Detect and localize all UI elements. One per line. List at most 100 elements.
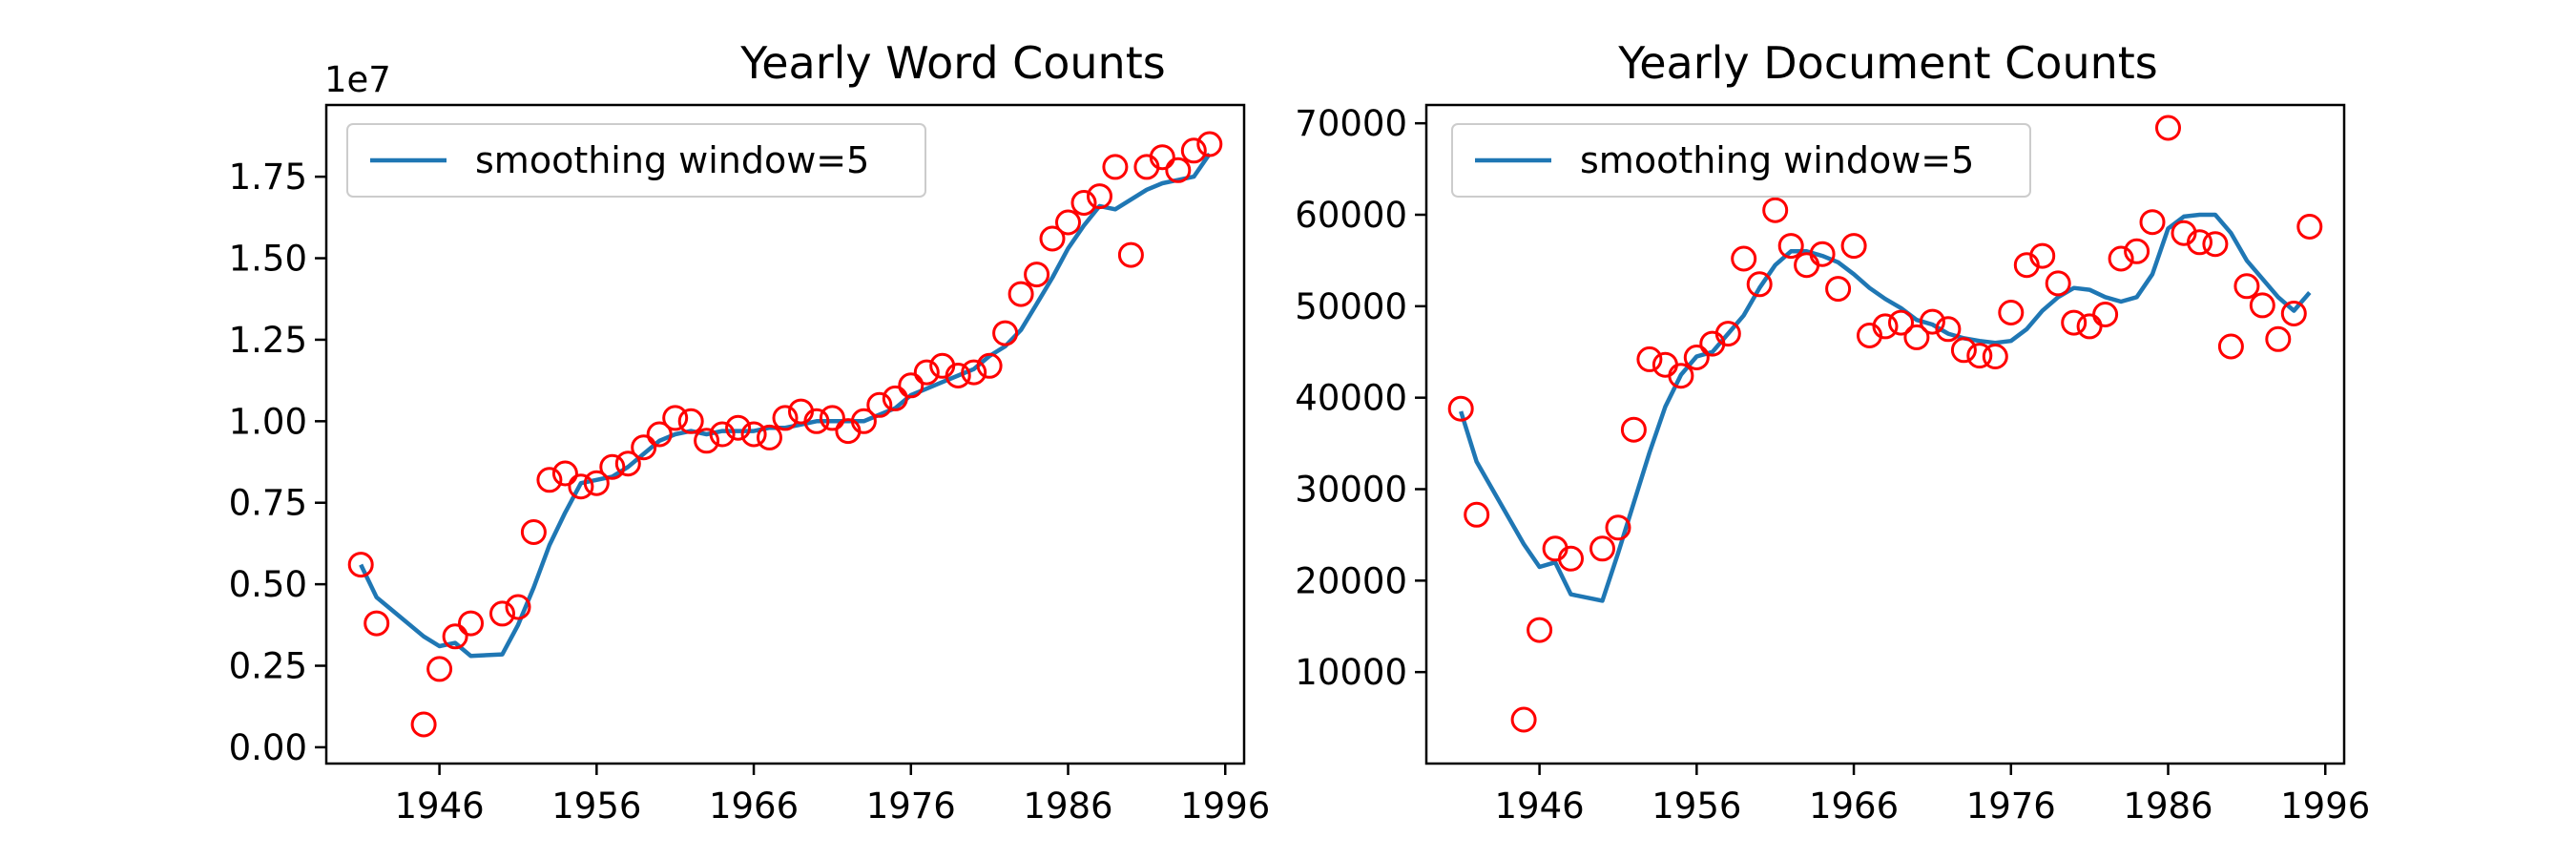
data-point (898, 372, 924, 399)
y-tick-label: 40000 (1295, 378, 1407, 419)
data-point (583, 470, 610, 496)
x-tick-label: 1956 (1652, 786, 1741, 827)
y-tick-label: 20000 (1295, 560, 1407, 601)
data-point (1527, 617, 1553, 643)
legend-frame (346, 123, 926, 198)
data-point (976, 352, 1003, 379)
data-point (2280, 301, 2307, 326)
data-point (694, 428, 720, 454)
y-tick-label: 0.00 (229, 727, 307, 768)
data-point (1982, 344, 2008, 369)
data-point (2108, 245, 2134, 272)
data-point (2092, 302, 2119, 327)
data-point (442, 623, 468, 650)
data-point (1777, 233, 1804, 260)
data-point (1668, 363, 1694, 389)
data-point (725, 414, 752, 441)
legend-frame (1451, 123, 2031, 198)
y-offset-label: 1e7 (324, 59, 391, 100)
data-point (599, 453, 626, 480)
word-counts-panel: Yearly Word Counts 1e7 1946 1956 1966 1976 1… (229, 37, 1271, 827)
data-point (347, 552, 374, 578)
plot-area: 1946 1956 1966 1976 1986 1996 0.00 0.25 0.50 0.75… (229, 103, 1270, 827)
data-point (740, 421, 767, 448)
data-point (614, 450, 641, 477)
data-point (1888, 309, 1914, 336)
data-point (677, 408, 704, 434)
data-point (1447, 395, 1474, 422)
data-point (1840, 233, 1867, 260)
legend-label: smoothing window=5 (1580, 139, 1974, 181)
y-tick-label: 70000 (1295, 103, 1407, 144)
data-point (568, 473, 594, 500)
data-point (819, 405, 845, 431)
data-point (1809, 241, 1836, 267)
data-point (1087, 183, 1112, 210)
data-point (2249, 292, 2275, 319)
y-tick-label: 50000 (1295, 286, 1407, 327)
data-point (1620, 416, 1647, 443)
data-point (1055, 209, 1081, 236)
data-point (2187, 229, 2212, 256)
data-point (1966, 343, 1993, 369)
data-point (2217, 333, 2244, 360)
y-tick-label: 0.50 (229, 564, 307, 605)
data-point (2061, 309, 2088, 336)
x-tick-label: 1976 (866, 786, 956, 827)
data-point (646, 421, 673, 448)
y-tick-label: 1.50 (229, 239, 307, 280)
data-point (945, 363, 971, 388)
data-point (551, 460, 578, 487)
y-tick-label: 1.75 (229, 157, 307, 198)
data-point (1008, 281, 1034, 307)
data-point (1605, 514, 1631, 541)
data-point (2155, 115, 2181, 141)
data-point (1950, 337, 1977, 364)
y-tick-label: 0.25 (229, 646, 307, 687)
data-point (458, 610, 484, 637)
data-point (1872, 313, 1899, 340)
x-tick-label: 1966 (1809, 786, 1899, 827)
data-point (410, 711, 437, 738)
data-point (520, 519, 547, 545)
data-point (757, 424, 782, 450)
axes-frame (324, 103, 1246, 765)
data-point (364, 610, 390, 637)
data-point (1196, 131, 1223, 157)
data-point (662, 405, 689, 431)
data-point (961, 359, 987, 386)
data-point (1903, 324, 1930, 350)
data-point (1165, 157, 1192, 183)
data-point (882, 385, 908, 411)
data-point (1180, 137, 1207, 164)
data-point (1683, 345, 1710, 370)
x-tick-label: 1996 (2280, 786, 2370, 827)
data-point (1935, 316, 1962, 343)
data-point (2265, 325, 2292, 352)
data-point (489, 600, 515, 627)
document-counts-panel: Yearly Document Counts 1946 1956 1966 1976 1… (1295, 37, 2370, 827)
data-point (2124, 238, 2150, 264)
x-tick-label: 1986 (1023, 786, 1112, 827)
y-tick-label: 10000 (1295, 652, 1407, 693)
y-tick-label: 30000 (1295, 470, 1407, 511)
data-point (1998, 300, 2025, 325)
x-tick-label: 1986 (2123, 786, 2212, 827)
y-tick-label: 1.25 (229, 320, 307, 361)
data-point (2139, 209, 2166, 236)
data-point (1070, 190, 1097, 216)
plot-area: 1946 1956 1966 1976 1986 1996 10000 20000 30000 4… (1295, 103, 2370, 827)
data-point (803, 408, 830, 434)
data-point (1589, 535, 1615, 562)
data-point (2296, 214, 2323, 240)
chart-title: Yearly Document Counts (1617, 37, 2158, 89)
data-point (1731, 245, 1757, 272)
data-point (772, 405, 799, 431)
legend: smoothing window=5 (1451, 123, 2031, 198)
data-point (1714, 321, 1741, 347)
legend: smoothing window=5 (346, 123, 926, 198)
data-point (1636, 346, 1663, 372)
data-point (1762, 197, 1789, 223)
data-point (505, 594, 531, 620)
